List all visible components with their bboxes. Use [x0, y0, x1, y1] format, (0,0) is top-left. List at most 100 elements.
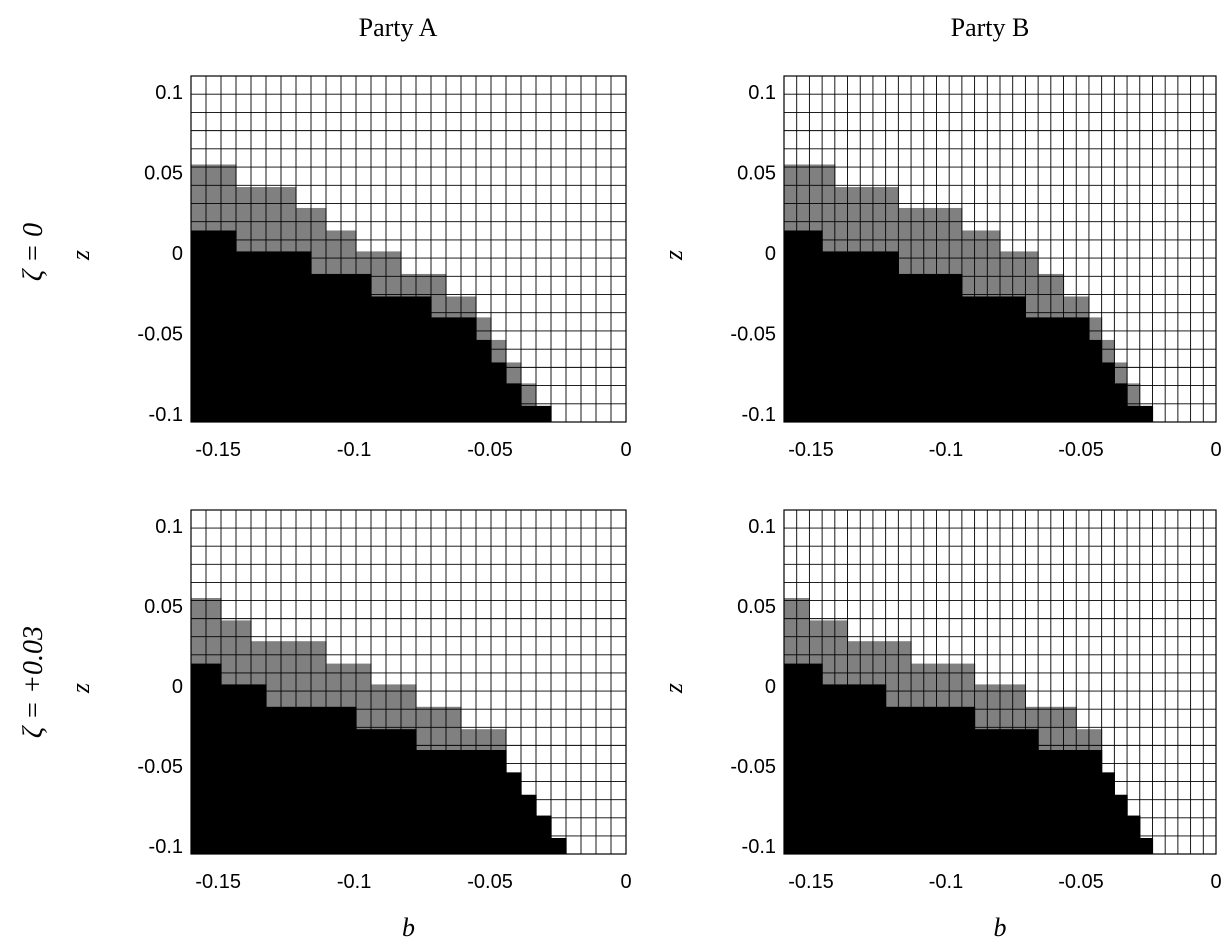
y-tick-label: 0.05 — [737, 163, 776, 185]
black-cell-column — [911, 273, 925, 422]
black-cell-column — [1000, 296, 1014, 422]
black-cell-column — [1025, 729, 1039, 854]
row-label-zeta-0: ζ = 0 — [18, 223, 49, 281]
black-cell-column — [809, 230, 823, 422]
black-cell-column — [236, 251, 252, 422]
y-tick-label: 0.1 — [748, 82, 776, 104]
black-cell-column — [266, 251, 282, 422]
black-cell-column — [961, 706, 976, 854]
black-cell-column — [341, 706, 357, 854]
column-title-party-a: Party A — [359, 13, 438, 42]
black-cell-column — [1050, 750, 1065, 854]
x-tick-label: -0.05 — [1058, 439, 1104, 461]
black-cell-column — [1063, 750, 1077, 854]
y-tick-label: 0.1 — [155, 82, 183, 104]
black-cell-column — [1114, 794, 1128, 854]
black-cell-column — [872, 684, 887, 854]
black-cell-column — [1088, 750, 1103, 854]
black-cell-column — [431, 750, 447, 854]
y-tick-label: -0.1 — [149, 836, 183, 858]
y-tick-label: 0 — [765, 243, 776, 265]
black-cell-column — [1114, 383, 1128, 422]
panel-4: 0.1 0.05 0 -0.05 -0.1 -0.15 -0.1 -0.05 0 z b — [659, 509, 1222, 940]
x-tick-label: -0.15 — [788, 439, 834, 461]
y-axis-label: z — [659, 250, 688, 261]
black-cell-column — [1038, 750, 1052, 854]
black-cell-column — [251, 684, 267, 854]
black-cell-column — [1012, 729, 1027, 854]
black-cell-column — [401, 296, 417, 422]
y-tick-label: -0.1 — [742, 404, 776, 426]
x-tick-label: 0 — [620, 871, 631, 893]
black-cell-column — [1101, 362, 1115, 422]
black-cell-column — [476, 750, 492, 854]
row-label-zeta-003: ζ = +0.03 — [18, 626, 49, 738]
black-cell-column — [221, 684, 237, 854]
y-tick-label: -0.05 — [137, 756, 183, 778]
black-cell-column — [936, 273, 950, 422]
x-tick-label: -0.1 — [929, 439, 963, 461]
black-cell-column — [834, 684, 849, 854]
plot-frame — [783, 509, 1217, 855]
black-cell-column — [1139, 405, 1154, 422]
black-cell-column — [936, 706, 950, 854]
black-cell-column — [1088, 339, 1103, 422]
y-tick-label: 0 — [765, 676, 776, 698]
black-cell-column — [491, 750, 507, 854]
black-cell-column — [1050, 317, 1065, 422]
black-cell-column — [281, 251, 297, 422]
black-cell-column — [296, 706, 312, 854]
black-cell-column — [1127, 405, 1141, 422]
black-cell-column — [1139, 838, 1154, 854]
black-cell-column — [1000, 729, 1014, 854]
black-cell-column — [872, 251, 887, 422]
y-tick-label: 0 — [172, 243, 183, 265]
black-cell-column — [236, 684, 252, 854]
black-cell-column — [898, 706, 912, 854]
black-cell-column — [416, 750, 432, 854]
black-cell-column — [536, 815, 552, 854]
black-cell-column — [356, 273, 372, 422]
x-tick-label: -0.1 — [337, 439, 371, 461]
black-cell-column — [506, 383, 522, 422]
x-tick-label: -0.05 — [467, 439, 513, 461]
black-cell-column — [311, 273, 327, 422]
black-cell-column — [356, 729, 372, 854]
black-cell-column — [911, 706, 925, 854]
black-cell-column — [885, 706, 899, 854]
x-tick-label: -0.1 — [337, 871, 371, 893]
black-cell-column — [1012, 296, 1027, 422]
x-axis-label: b — [402, 913, 415, 940]
black-cell-column — [809, 663, 823, 854]
black-cell-column — [521, 794, 537, 854]
black-cell-column — [834, 251, 849, 422]
black-cell-column — [796, 230, 811, 422]
black-cell-column — [974, 729, 988, 854]
black-cell-column — [885, 251, 899, 422]
plot-frame — [783, 75, 1217, 423]
x-tick-label: -0.15 — [195, 439, 241, 461]
y-axis-label: z — [659, 683, 688, 694]
x-tick-label: -0.15 — [195, 871, 241, 893]
black-cell-column — [860, 251, 874, 422]
x-tick-label: -0.05 — [467, 871, 513, 893]
x-tick-label: -0.1 — [929, 871, 963, 893]
black-cell-column — [551, 838, 567, 854]
black-cell-column — [784, 663, 798, 854]
black-cell-column — [401, 729, 417, 854]
black-cell-column — [822, 251, 836, 422]
black-cell-column — [860, 684, 874, 854]
x-tick-label: -0.15 — [788, 871, 834, 893]
black-cell-column — [987, 729, 1001, 854]
panels-group: 0.1 0.05 0 -0.05 -0.1 -0.15 -0.1 -0.05 0 z 0.1 0.05… — [66, 75, 1222, 940]
x-tick-label: 0 — [1210, 439, 1221, 461]
black-cell-column — [796, 663, 811, 854]
black-cell-column — [898, 273, 912, 422]
black-cell-column — [784, 230, 798, 422]
black-cell-column — [386, 296, 402, 422]
black-cell-column — [1038, 317, 1052, 422]
panel-2: 0.1 0.05 0 -0.05 -0.1 -0.15 -0.1 -0.05 0 z — [659, 75, 1222, 461]
black-cell-column — [326, 706, 342, 854]
black-cell-column — [491, 362, 507, 422]
black-cell-column — [974, 296, 988, 422]
